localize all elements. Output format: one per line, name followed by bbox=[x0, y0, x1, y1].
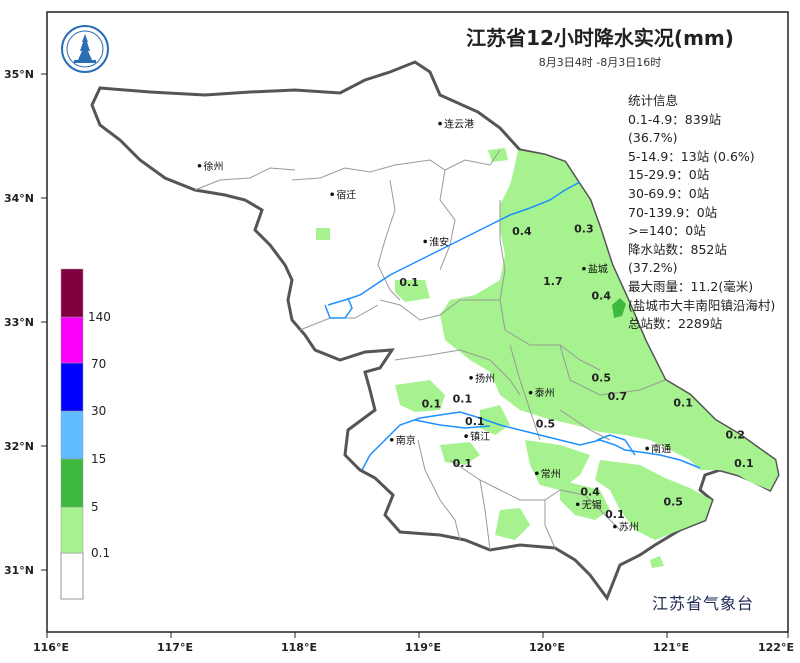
legend-swatch-3 bbox=[60, 410, 84, 460]
city-dot bbox=[469, 376, 473, 380]
city-label: 镇江 bbox=[470, 430, 490, 443]
legend-swatch-0 bbox=[60, 552, 84, 600]
legend-label-3: 30 bbox=[91, 404, 106, 418]
stats-line: 最大雨量：11.2(毫米) bbox=[628, 278, 754, 294]
city-label: 南京 bbox=[396, 434, 416, 447]
lat-tick-34: 34°N bbox=[4, 192, 34, 205]
stats-line: 总站数：2289站 bbox=[628, 316, 723, 332]
city-dot bbox=[535, 471, 539, 476]
city-dot bbox=[464, 434, 468, 438]
legend-swatch-2 bbox=[60, 458, 84, 508]
lat-tick-35: 35°N bbox=[4, 68, 34, 81]
city-dot bbox=[423, 239, 428, 244]
lon-tick-116: 116°E bbox=[33, 641, 69, 654]
city-label: 无锡 bbox=[582, 498, 602, 511]
station-value-label: 0.4 bbox=[580, 486, 600, 499]
city-label: 扬州 bbox=[475, 372, 495, 385]
city-dot bbox=[197, 163, 202, 168]
city-label: 苏州 bbox=[619, 521, 639, 534]
station-value-label: 0.7 bbox=[608, 390, 628, 403]
city-dot bbox=[438, 121, 442, 126]
station-value-label: 0.1 bbox=[734, 457, 754, 470]
city-dot bbox=[582, 266, 586, 271]
meteorological-logo-icon bbox=[61, 25, 109, 73]
lon-axis: 116°E 117°E 118°E 119°E 120°E 121°E 122°… bbox=[33, 632, 794, 654]
city-dot bbox=[613, 524, 617, 529]
city-label: 徐州 bbox=[204, 160, 224, 173]
city-dot bbox=[528, 390, 533, 395]
legend-label-5: 140 bbox=[88, 310, 111, 324]
station-value-label: 1.7 bbox=[543, 275, 563, 288]
station-value-label: 0.4 bbox=[592, 290, 612, 303]
lon-tick-119: 119°E bbox=[405, 641, 441, 654]
city-label: 宿迁 bbox=[336, 188, 356, 201]
stats-panel: 统计信息 0.1-4.9：839站 (36.7%) 5-14.9：13站 (0.… bbox=[628, 92, 780, 334]
lat-tick-32: 32°N bbox=[4, 440, 34, 453]
stats-line: 降水站数：852站 bbox=[628, 241, 727, 257]
legend-label-2: 15 bbox=[91, 452, 106, 466]
legend-swatch-4 bbox=[60, 362, 84, 412]
rivers bbox=[324, 181, 701, 471]
city-label: 盐城 bbox=[588, 263, 608, 276]
stats-line: 70-139.9：0站 bbox=[628, 204, 718, 220]
lat-axis: 35°N 34°N 33°N 32°N 31°N bbox=[4, 68, 47, 577]
legend-label-1: 5 bbox=[91, 500, 99, 514]
station-value-label: 0.5 bbox=[536, 417, 556, 430]
stats-line: 30-69.9：0站 bbox=[628, 185, 710, 201]
city-dot bbox=[645, 446, 649, 451]
map-subtitle: 8月3日4时 -8月3日16时 bbox=[538, 56, 662, 69]
rain-zone-light bbox=[316, 148, 778, 568]
city-label: 南通 bbox=[651, 442, 671, 455]
station-value-label: 0.1 bbox=[399, 276, 419, 289]
stats-line: 0.1-4.9：839站 bbox=[628, 111, 722, 127]
lat-tick-31: 31°N bbox=[4, 564, 34, 577]
city-label: 淮安 bbox=[429, 235, 449, 248]
station-values: 0.4 0.3 1.7 0.4 0.1 0.5 0.7 0.1 0.1 0.1 0.5 0.1 0.2 0… bbox=[399, 223, 753, 521]
stats-line: (36.7%) bbox=[628, 130, 678, 146]
legend: 0.1 5 15 30 70 140 bbox=[60, 268, 111, 600]
lon-tick-117: 117°E bbox=[157, 641, 193, 654]
stats-line: 15-29.9：0站 bbox=[628, 167, 710, 183]
city-label: 连云港 bbox=[444, 118, 474, 131]
stats-line: 5-14.9：13站 (0.6%) bbox=[628, 148, 755, 164]
lon-tick-121: 121°E bbox=[653, 641, 689, 654]
station-value-label: 0.1 bbox=[673, 396, 693, 409]
city-boundaries bbox=[194, 149, 666, 551]
legend-swatch-6 bbox=[60, 268, 84, 318]
city-dot bbox=[389, 438, 394, 442]
lon-tick-120: 120°E bbox=[529, 641, 565, 654]
rain-zone-moderate bbox=[612, 298, 626, 318]
city-label: 泰州 bbox=[535, 387, 555, 400]
station-value-label: 0.1 bbox=[453, 457, 473, 470]
station-value-label: 0.1 bbox=[465, 415, 485, 428]
map-title: 江苏省12小时降水实况(mm) bbox=[466, 26, 734, 50]
stats-line: >=140：0站 bbox=[628, 223, 706, 239]
station-value-label: 0.4 bbox=[512, 225, 532, 238]
station-value-label: 0.5 bbox=[663, 496, 683, 509]
legend-swatch-5 bbox=[60, 316, 84, 364]
legend-swatch-1 bbox=[60, 506, 84, 554]
lon-tick-118: 118°E bbox=[281, 641, 317, 654]
lon-tick-122: 122°E bbox=[758, 641, 794, 654]
station-value-label: 0.1 bbox=[605, 508, 625, 521]
station-value-label: 0.5 bbox=[592, 372, 612, 385]
station-value-label: 0.1 bbox=[453, 393, 473, 406]
legend-label-0: 0.1 bbox=[91, 546, 110, 560]
station-value-label: 0.2 bbox=[725, 429, 745, 442]
city-label: 常州 bbox=[541, 467, 561, 480]
agency-name: 江苏省气象台 bbox=[652, 594, 755, 613]
legend-label-4: 70 bbox=[91, 357, 106, 371]
city-dot bbox=[330, 192, 335, 197]
station-value-label: 0.1 bbox=[422, 398, 442, 411]
stats-line: (37.2%) bbox=[628, 260, 678, 276]
stats-line: (盐城市大丰南阳镇沿海村) bbox=[628, 297, 776, 313]
lat-tick-33: 33°N bbox=[4, 316, 34, 329]
city-dot bbox=[575, 502, 580, 507]
stats-heading: 统计信息 bbox=[628, 93, 679, 108]
station-value-label: 0.3 bbox=[574, 223, 594, 236]
